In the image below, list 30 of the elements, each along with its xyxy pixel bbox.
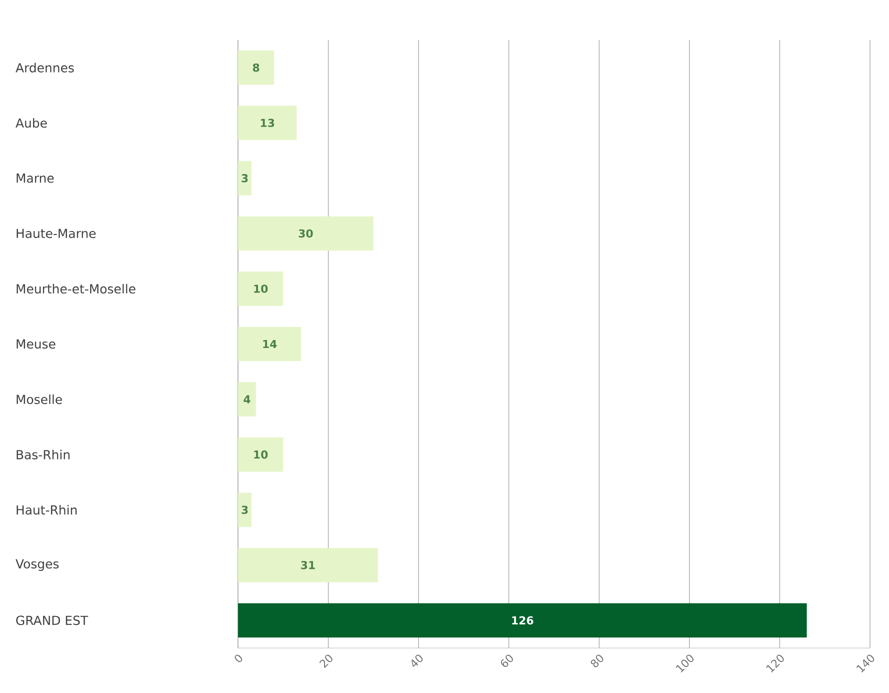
data-label: 31 xyxy=(301,560,315,570)
x-tick-label: 40 xyxy=(412,654,423,667)
data-label: 10 xyxy=(254,284,268,293)
y-tick-label: Haute-Marne xyxy=(16,228,96,238)
data-label: 8 xyxy=(252,64,260,72)
y-tick-label: Ardennes xyxy=(16,62,74,72)
y-tick-label: GRAND EST xyxy=(16,616,88,626)
data-label: 126 xyxy=(512,616,534,625)
y-tick-label: Meurthe-et-Moselle xyxy=(16,284,136,294)
x-tick-label: 120 xyxy=(766,654,784,673)
data-label: 10 xyxy=(254,450,268,459)
data-label: 13 xyxy=(260,118,274,128)
x-tick-label: 60 xyxy=(500,654,513,667)
x-tick-label: 80 xyxy=(590,654,604,668)
x-tick-label: 140 xyxy=(856,654,874,673)
data-label: 3 xyxy=(242,506,248,514)
x-tick-label: 100 xyxy=(676,654,694,673)
data-label: 30 xyxy=(298,229,313,238)
data-label: 3 xyxy=(242,174,248,182)
y-tick-label: Meuse xyxy=(16,339,56,349)
y-tick-label: Haut-Rhin xyxy=(16,505,77,515)
y-tick-label: Aube xyxy=(16,118,47,128)
data-label: 4 xyxy=(244,395,250,404)
x-tick-label: 0 xyxy=(234,654,242,662)
y-tick-label: Moselle xyxy=(16,394,62,404)
x-tick-label: 20 xyxy=(319,654,332,668)
data-label: 14 xyxy=(263,340,277,348)
y-tick-label: Vosges xyxy=(16,559,59,571)
y-tick-label: Bas-Rhin xyxy=(16,450,70,460)
y-tick-label: Marne xyxy=(16,174,54,183)
